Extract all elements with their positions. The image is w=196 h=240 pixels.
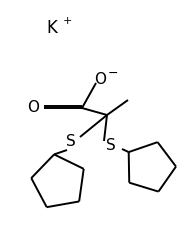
Text: S: S	[106, 138, 116, 154]
Text: K: K	[46, 19, 57, 37]
Text: O: O	[27, 101, 39, 115]
Text: O: O	[94, 72, 106, 88]
Text: +: +	[63, 16, 72, 26]
Text: −: −	[108, 66, 118, 79]
Text: S: S	[66, 134, 76, 150]
